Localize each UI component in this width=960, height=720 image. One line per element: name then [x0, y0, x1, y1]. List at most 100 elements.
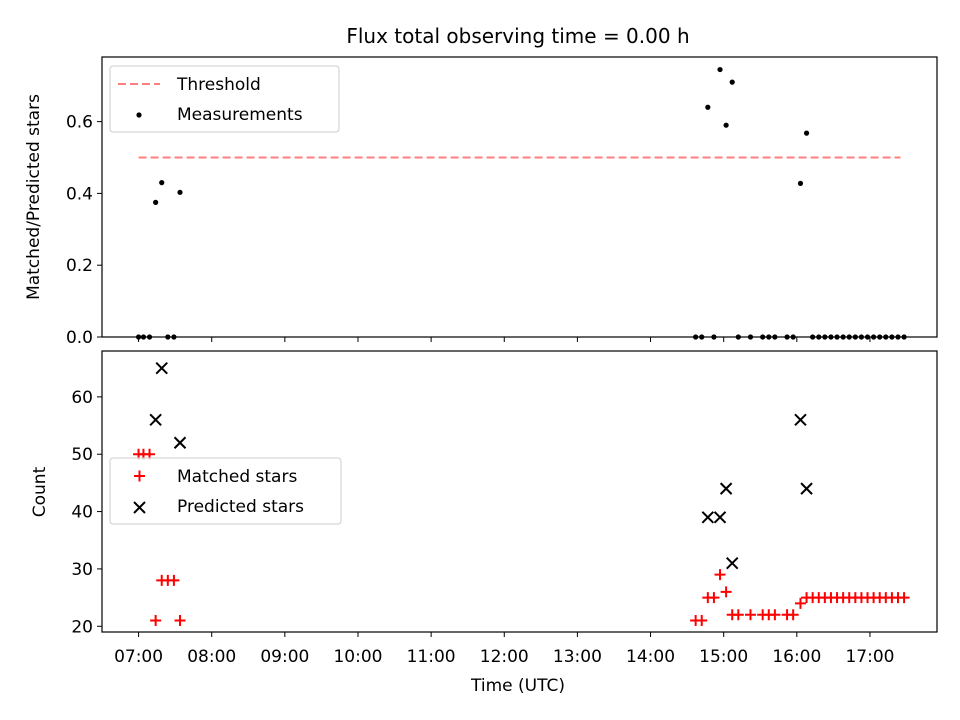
measurement-point	[140, 334, 147, 340]
bottom-legend-box	[109, 457, 342, 525]
measurement-point	[693, 334, 699, 340]
measurement-point	[901, 334, 907, 340]
top-legend: Threshold Measurements	[109, 65, 340, 133]
measurement-point	[877, 334, 883, 340]
measurement-point	[711, 334, 717, 340]
matched-star-point	[720, 586, 732, 598]
predicted-star-point	[726, 556, 739, 570]
y-tick-label: 60	[71, 388, 93, 408]
y-tick-label: 0.2	[66, 256, 93, 276]
x-tick-label: 13:00	[553, 647, 602, 667]
measurement-point	[135, 334, 142, 340]
threshold-legend-label: Threshold	[176, 75, 261, 95]
top-y-axis-label: Matched/Predicted stars	[24, 94, 44, 300]
measurement-point	[797, 180, 804, 186]
y-tick-label: 40	[71, 503, 93, 523]
measurement-point	[864, 334, 871, 340]
predicted-star-point	[149, 413, 162, 427]
measurement-point	[889, 334, 895, 340]
measurement-point	[858, 334, 865, 340]
measurement-point	[828, 334, 834, 340]
x-tick-label: 10:00	[333, 647, 382, 667]
bottom-legend: Matched stars Predicted stars	[109, 457, 342, 525]
matched-star-point	[732, 609, 744, 621]
bottom-x-ticks: 07:00 08:00 09:00 10:00 11:00 12:00 13:00 14:00…	[114, 632, 894, 667]
x-axis-label: Time (UTC)	[470, 676, 565, 696]
measurement-points	[135, 66, 907, 340]
measurement-point	[723, 122, 729, 128]
measurement-point	[871, 334, 877, 340]
matched-star-point	[714, 569, 726, 581]
predicted-stars-legend-label: Predicted stars	[177, 497, 304, 517]
chart-title: Flux total observing time = 0.00 h	[346, 24, 689, 48]
matched-stars-legend-swatch	[134, 470, 145, 482]
y-tick-label: 20	[71, 617, 93, 637]
count-points	[133, 361, 910, 627]
predicted-star-point	[713, 511, 727, 524]
y-tick-label: 50	[71, 445, 93, 465]
predicted-star-point	[701, 511, 715, 524]
measurement-point	[772, 334, 778, 340]
y-tick-label: 0.4	[66, 184, 93, 204]
bottom-y-ticks: 20 30 40 50 60	[71, 388, 102, 637]
matched-stars-legend-label: Matched stars	[177, 467, 297, 487]
measurement-point	[822, 334, 828, 340]
matched-star-point	[769, 609, 781, 621]
matched-star-point	[696, 615, 708, 627]
measurement-point	[784, 334, 790, 340]
matched-star-point	[787, 609, 799, 621]
predicted-star-point	[173, 436, 187, 449]
measurement-point	[810, 334, 816, 340]
y-tick-label: 0.0	[66, 328, 93, 348]
x-tick-label: 15:00	[699, 647, 748, 667]
x-tick-label: 11:00	[407, 647, 456, 667]
matched-star-point	[708, 592, 720, 604]
bottom-panel: 20 30 40 50 60 07:00 08:00 09:00 10:00 11:00 12:0…	[30, 350, 938, 696]
predicted-star-point	[719, 482, 733, 495]
measurement-point	[840, 334, 846, 340]
measurement-point	[165, 334, 171, 340]
measurement-point	[790, 334, 796, 340]
measurement-point	[717, 66, 723, 73]
measurement-point	[846, 334, 852, 340]
x-tick-label: 09:00	[260, 647, 309, 667]
measurement-point	[883, 334, 889, 340]
measurement-point	[153, 199, 159, 205]
predicted-star-point	[794, 413, 807, 427]
measurement-point	[895, 334, 901, 340]
x-tick-label: 07:00	[114, 647, 163, 667]
measurement-point	[729, 79, 735, 85]
x-tick-label: 12:00	[480, 647, 529, 667]
measurement-point	[705, 104, 711, 110]
y-tick-label: 30	[71, 560, 93, 580]
matched-star-point	[168, 574, 180, 586]
top-y-ticks: 0.0 0.2 0.4 0.6	[66, 113, 102, 348]
matched-star-point	[744, 609, 756, 621]
measurement-point	[177, 189, 183, 195]
measurement-point	[159, 180, 165, 186]
top-legend-box	[109, 65, 340, 133]
measurement-point	[760, 334, 766, 340]
predicted-star-point	[800, 482, 813, 495]
bottom-y-axis-label: Count	[30, 466, 50, 517]
measurements-legend-swatch	[136, 112, 142, 118]
y-tick-label: 0.6	[66, 113, 93, 133]
measurement-point	[803, 130, 810, 136]
measurement-point	[816, 334, 822, 340]
x-tick-label: 14:00	[626, 647, 675, 667]
measurement-point	[699, 334, 705, 340]
measurements-legend-label: Measurements	[177, 105, 303, 125]
top-x-ticks	[138, 337, 871, 342]
x-tick-label: 17:00	[845, 647, 894, 667]
x-tick-label: 08:00	[187, 647, 236, 667]
matched-star-point	[898, 592, 910, 604]
x-tick-label: 16:00	[772, 647, 821, 667]
measurement-point	[766, 334, 772, 340]
measurement-point	[852, 334, 858, 340]
measurement-point	[735, 334, 741, 340]
predicted-stars-legend-swatch	[133, 501, 146, 514]
matched-star-point	[150, 615, 162, 627]
matched-star-point	[174, 615, 186, 627]
top-panel: 0.0 0.2 0.4 0.6 Matched/Predicted stars Thr…	[24, 56, 938, 348]
